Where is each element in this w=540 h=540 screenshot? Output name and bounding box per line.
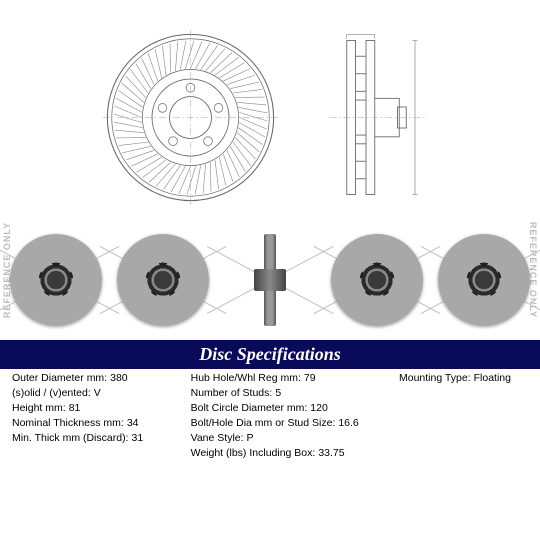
spec-row: Hub Hole/Whl Reg mm:79 [191,372,399,384]
spec-row: Min. Thick mm (Discard):31 [12,432,191,444]
spec-value: 5 [275,387,281,399]
spec-value: Floating [474,372,511,384]
spec-row: Height mm:81 [12,402,191,414]
photo-front-2 [112,229,214,331]
specs-col-2: Hub Hole/Whl Reg mm:79 Number of Studs:5 B… [191,372,399,459]
spec-value: 120 [310,402,328,414]
product-photo-row [0,225,540,335]
spec-label: Nominal Thickness mm: [12,417,124,429]
spec-row: Number of Studs:5 [191,387,399,399]
spec-value: 81 [69,402,81,414]
spec-label: Min. Thick mm (Discard): [12,432,128,444]
spec-value: 33.75 [318,447,344,459]
spec-label: Height mm: [12,402,66,414]
spec-value: V [94,387,101,399]
spec-value: P [247,432,254,444]
specs-table: Outer Diameter mm:380 (s)olid / (v)ented:… [12,372,528,459]
spec-label: Outer Diameter mm: [12,372,107,384]
specs-col-1: Outer Diameter mm:380 (s)olid / (v)ented:… [12,372,191,459]
spec-label: Number of Studs: [191,387,273,399]
spec-label: Bolt/Hole Dia mm or Stud Size: [191,417,336,429]
photo-back-1 [326,229,428,331]
rotor-front-drawing [103,30,278,205]
spec-label: Mounting Type: [399,372,471,384]
spec-label: (s)olid / (v)ented: [12,387,91,399]
spec-row: Vane Style:P [191,432,399,444]
spec-label: Bolt Circle Diameter mm: [191,402,308,414]
spec-value: 34 [127,417,139,429]
spec-row: Weight (lbs) Including Box:33.75 [191,447,399,459]
spec-label: Vane Style: [191,432,244,444]
spec-row: Bolt Circle Diameter mm:120 [191,402,399,414]
rotor-side-drawing [308,30,438,205]
photo-back-2 [433,229,535,331]
photo-front-1 [5,229,107,331]
spec-value: 16.6 [338,417,358,429]
photo-edge [219,229,321,331]
spec-label: Weight (lbs) Including Box: [191,447,316,459]
spec-row: Outer Diameter mm:380 [12,372,191,384]
spec-row: Mounting Type:Floating [399,372,528,384]
spec-row: (s)olid / (v)ented:V [12,387,191,399]
spec-row: Bolt/Hole Dia mm or Stud Size:16.6 [191,417,399,429]
specs-col-3: Mounting Type:Floating [399,372,528,459]
spec-row: Nominal Thickness mm:34 [12,417,191,429]
spec-value: 31 [131,432,143,444]
technical-drawings [0,20,540,215]
spec-value: 380 [110,372,128,384]
specs-header: Disc Specifications [0,340,540,369]
spec-label: Hub Hole/Whl Reg mm: [191,372,301,384]
spec-value: 79 [304,372,316,384]
